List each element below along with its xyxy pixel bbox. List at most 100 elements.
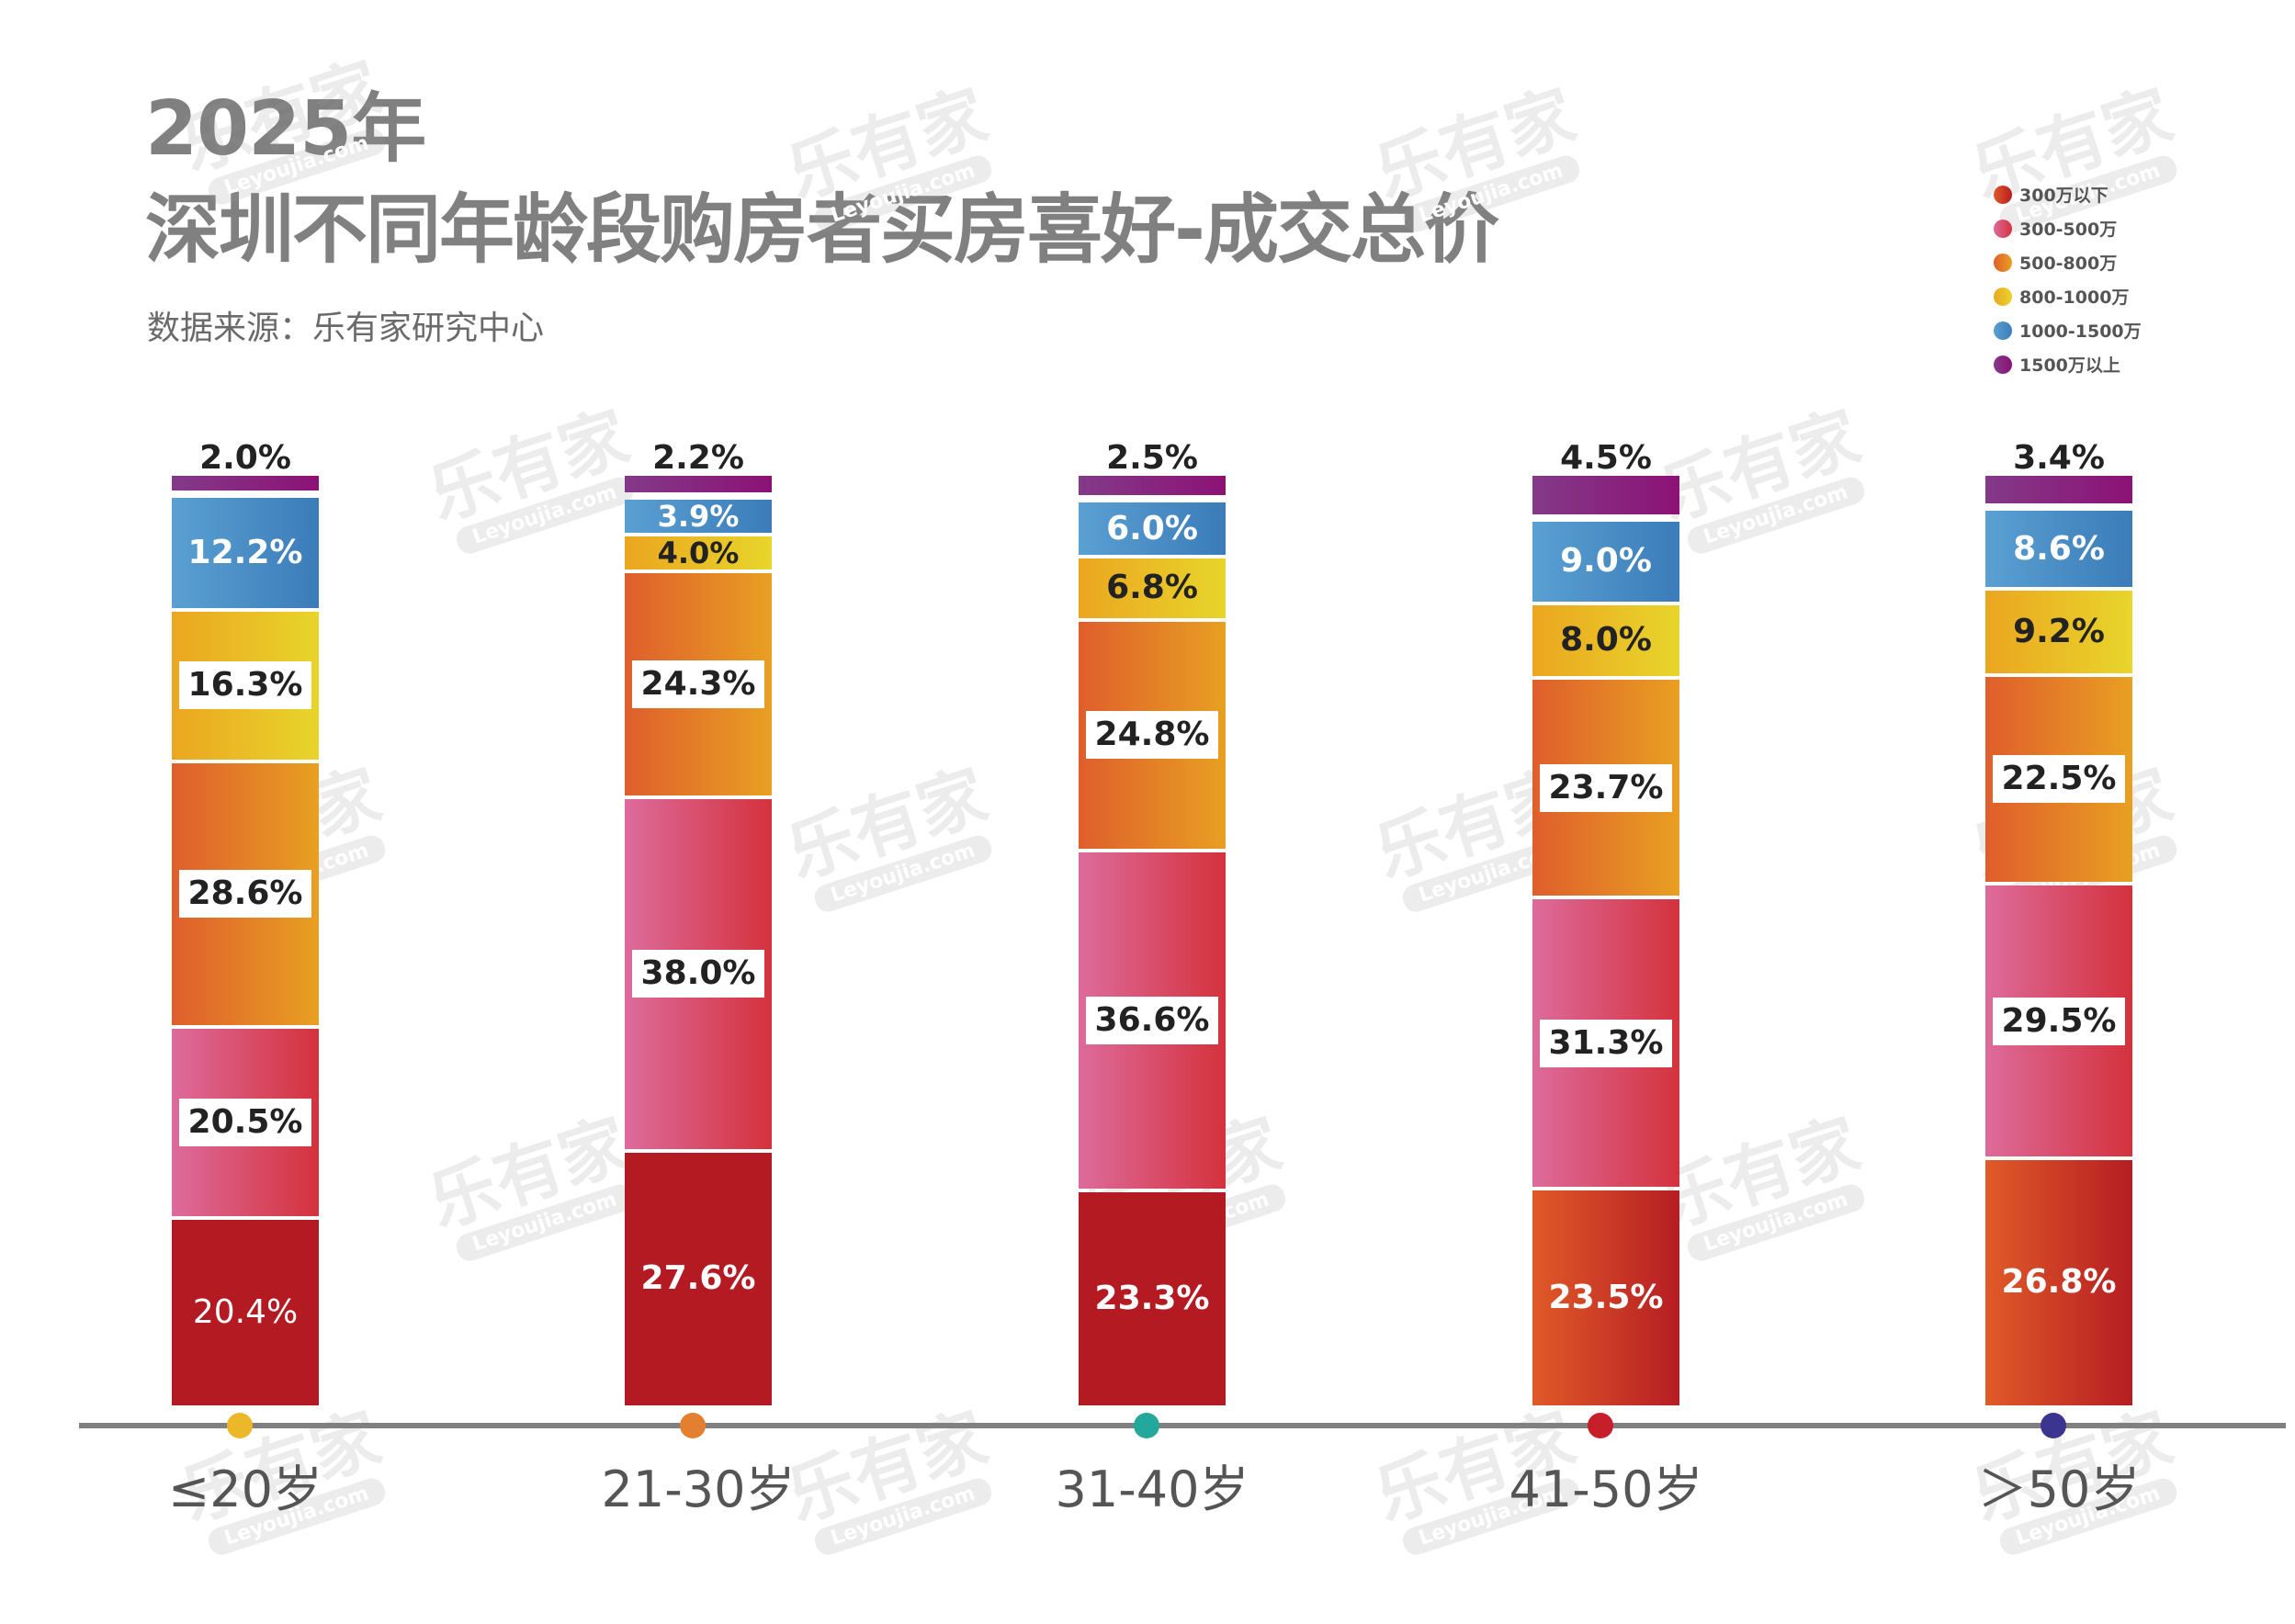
watermark-url: Leyoujia.com — [1684, 1181, 1868, 1265]
watermark-text: 乐有家 — [419, 1104, 639, 1244]
bar-segment: 23.7% — [1532, 679, 1679, 897]
bar-segment — [1985, 476, 2132, 504]
watermark-url: Leyoujia.com — [453, 474, 637, 558]
segment-value-label: 22.5% — [1992, 755, 2126, 804]
segment-value-label: 9.0% — [1560, 542, 1652, 581]
segment-value-label: 38.0% — [631, 950, 765, 998]
bar-segment: 24.3% — [625, 573, 772, 796]
x-axis-line — [79, 1423, 2286, 1428]
legend-item: 300万以下 — [1994, 177, 2142, 211]
legend-label: 1500万以上 — [2019, 355, 2120, 376]
watermark-text: 乐有家 — [1650, 1104, 1870, 1244]
segment-value-label: 3.9% — [657, 498, 740, 534]
watermark-url: Leyoujia.com — [811, 832, 995, 916]
segment-value-label: 23.7% — [1539, 763, 1673, 812]
segment-value-label: 6.0% — [1106, 509, 1198, 547]
segment-value-label: 4.0% — [657, 535, 740, 570]
bar-segment: 9.2% — [1985, 591, 2132, 673]
segment-value-label: 9.2% — [2013, 612, 2105, 650]
bar-segment: 6.0% — [1079, 502, 1226, 556]
segment-value-label: 8.6% — [2013, 529, 2105, 568]
axis-marker-dot-icon — [1134, 1413, 1159, 1438]
bar-segment: 12.2% — [172, 498, 319, 608]
watermark-url: Leyoujia.com — [811, 1475, 995, 1559]
bar-segment: 4.0% — [625, 536, 772, 570]
x-axis-category-label: 31-40岁 — [1055, 1460, 1249, 1518]
bar-segment — [625, 476, 772, 493]
axis-marker-dot-icon — [2041, 1413, 2066, 1438]
legend-label: 1000-1500万 — [2019, 321, 2142, 342]
segment-value-label: 2.0% — [199, 439, 291, 477]
segment-value-label: 31.3% — [1539, 1019, 1673, 1067]
legend-label: 800-1000万 — [2019, 288, 2130, 308]
legend-swatch-icon — [1994, 355, 2012, 374]
bar-segment: 29.5% — [1985, 885, 2132, 1156]
bar-segment — [1532, 476, 1679, 514]
watermark-text: 乐有家 — [1650, 397, 1870, 536]
bar-segment: 24.8% — [1079, 621, 1226, 849]
segment-value-label: 6.8% — [1106, 569, 1198, 607]
bar-segment: 38.0% — [625, 799, 772, 1149]
legend-item: 500-800万 — [1994, 245, 2142, 279]
bar-segment: 20.4% — [172, 1219, 319, 1405]
bar-segment: 16.3% — [172, 611, 319, 760]
bar-segment: 23.5% — [1532, 1190, 1679, 1405]
bar-segment: 3.9% — [625, 498, 772, 534]
bar-segment: 27.6% — [625, 1152, 772, 1405]
legend-swatch-icon — [1994, 321, 2012, 340]
segment-value-label: 24.8% — [1085, 711, 1219, 760]
chart-title-year: 2025年 — [145, 85, 426, 173]
segment-value-label: 20.5% — [178, 1098, 312, 1146]
watermark-url: Leyoujia.com — [453, 1181, 637, 1265]
segment-value-label: 36.6% — [1085, 996, 1219, 1044]
legend-label: 500-800万 — [2019, 254, 2118, 274]
x-axis-category-label: 41-50岁 — [1509, 1460, 1703, 1518]
legend-swatch-icon — [1994, 287, 2012, 306]
legend-label: 300-500万 — [2019, 220, 2118, 240]
segment-value-label: 20.4% — [192, 1292, 299, 1331]
segment-value-label: 4.5% — [1560, 439, 1652, 477]
segment-value-label: 3.4% — [2013, 439, 2105, 477]
legend: 300万以下 300-500万 500-800万 800-1000万 1000-1500… — [1994, 177, 2142, 381]
x-axis-category-label: ＞50岁 — [1977, 1460, 2141, 1518]
legend-item: 1000-1500万 — [1994, 313, 2142, 347]
segment-value-label: 23.5% — [1548, 1279, 1664, 1317]
bar-segment: 23.3% — [1079, 1192, 1226, 1405]
axis-marker-dot-icon — [1588, 1413, 1613, 1438]
bar-segment: 36.6% — [1079, 851, 1226, 1190]
bar-segment: 26.8% — [1985, 1159, 2132, 1405]
bar-segment — [1079, 476, 1226, 496]
watermark-text: 乐有家 — [777, 755, 997, 895]
segment-value-label: 27.6% — [640, 1259, 756, 1298]
x-axis-category-label: ≤20岁 — [168, 1460, 322, 1518]
bar-segment: 22.5% — [1985, 676, 2132, 883]
bar-segment: 31.3% — [1532, 899, 1679, 1188]
axis-marker-dot-icon — [680, 1413, 706, 1438]
segment-value-label: 2.2% — [652, 439, 744, 477]
legend-label: 300万以下 — [2019, 186, 2108, 206]
bar-segment: 8.0% — [1532, 604, 1679, 676]
legend-item: 300-500万 — [1994, 211, 2142, 245]
legend-swatch-icon — [1994, 219, 2012, 238]
chart-title: 深圳不同年龄段购房者买房喜好-成交总价 — [145, 186, 1499, 274]
bar-segment: 28.6% — [172, 762, 319, 1026]
segment-value-label: 16.3% — [178, 661, 312, 710]
legend-swatch-icon — [1994, 185, 2012, 204]
legend-item: 1500万以上 — [1994, 347, 2142, 381]
axis-marker-dot-icon — [227, 1413, 253, 1438]
segment-value-label: 28.6% — [178, 870, 312, 919]
segment-value-label: 24.3% — [631, 660, 765, 709]
bar-segment: 8.6% — [1985, 511, 2132, 588]
segment-value-label: 8.0% — [1560, 621, 1652, 660]
legend-item: 800-1000万 — [1994, 279, 2142, 313]
bar-segment: 20.5% — [172, 1029, 319, 1216]
segment-value-label: 12.2% — [187, 533, 303, 571]
bar-segment: 9.0% — [1532, 521, 1679, 602]
x-axis-category-label: 21-30岁 — [601, 1460, 796, 1518]
segment-value-label: 26.8% — [2001, 1263, 2117, 1302]
segment-value-label: 29.5% — [1992, 997, 2126, 1045]
